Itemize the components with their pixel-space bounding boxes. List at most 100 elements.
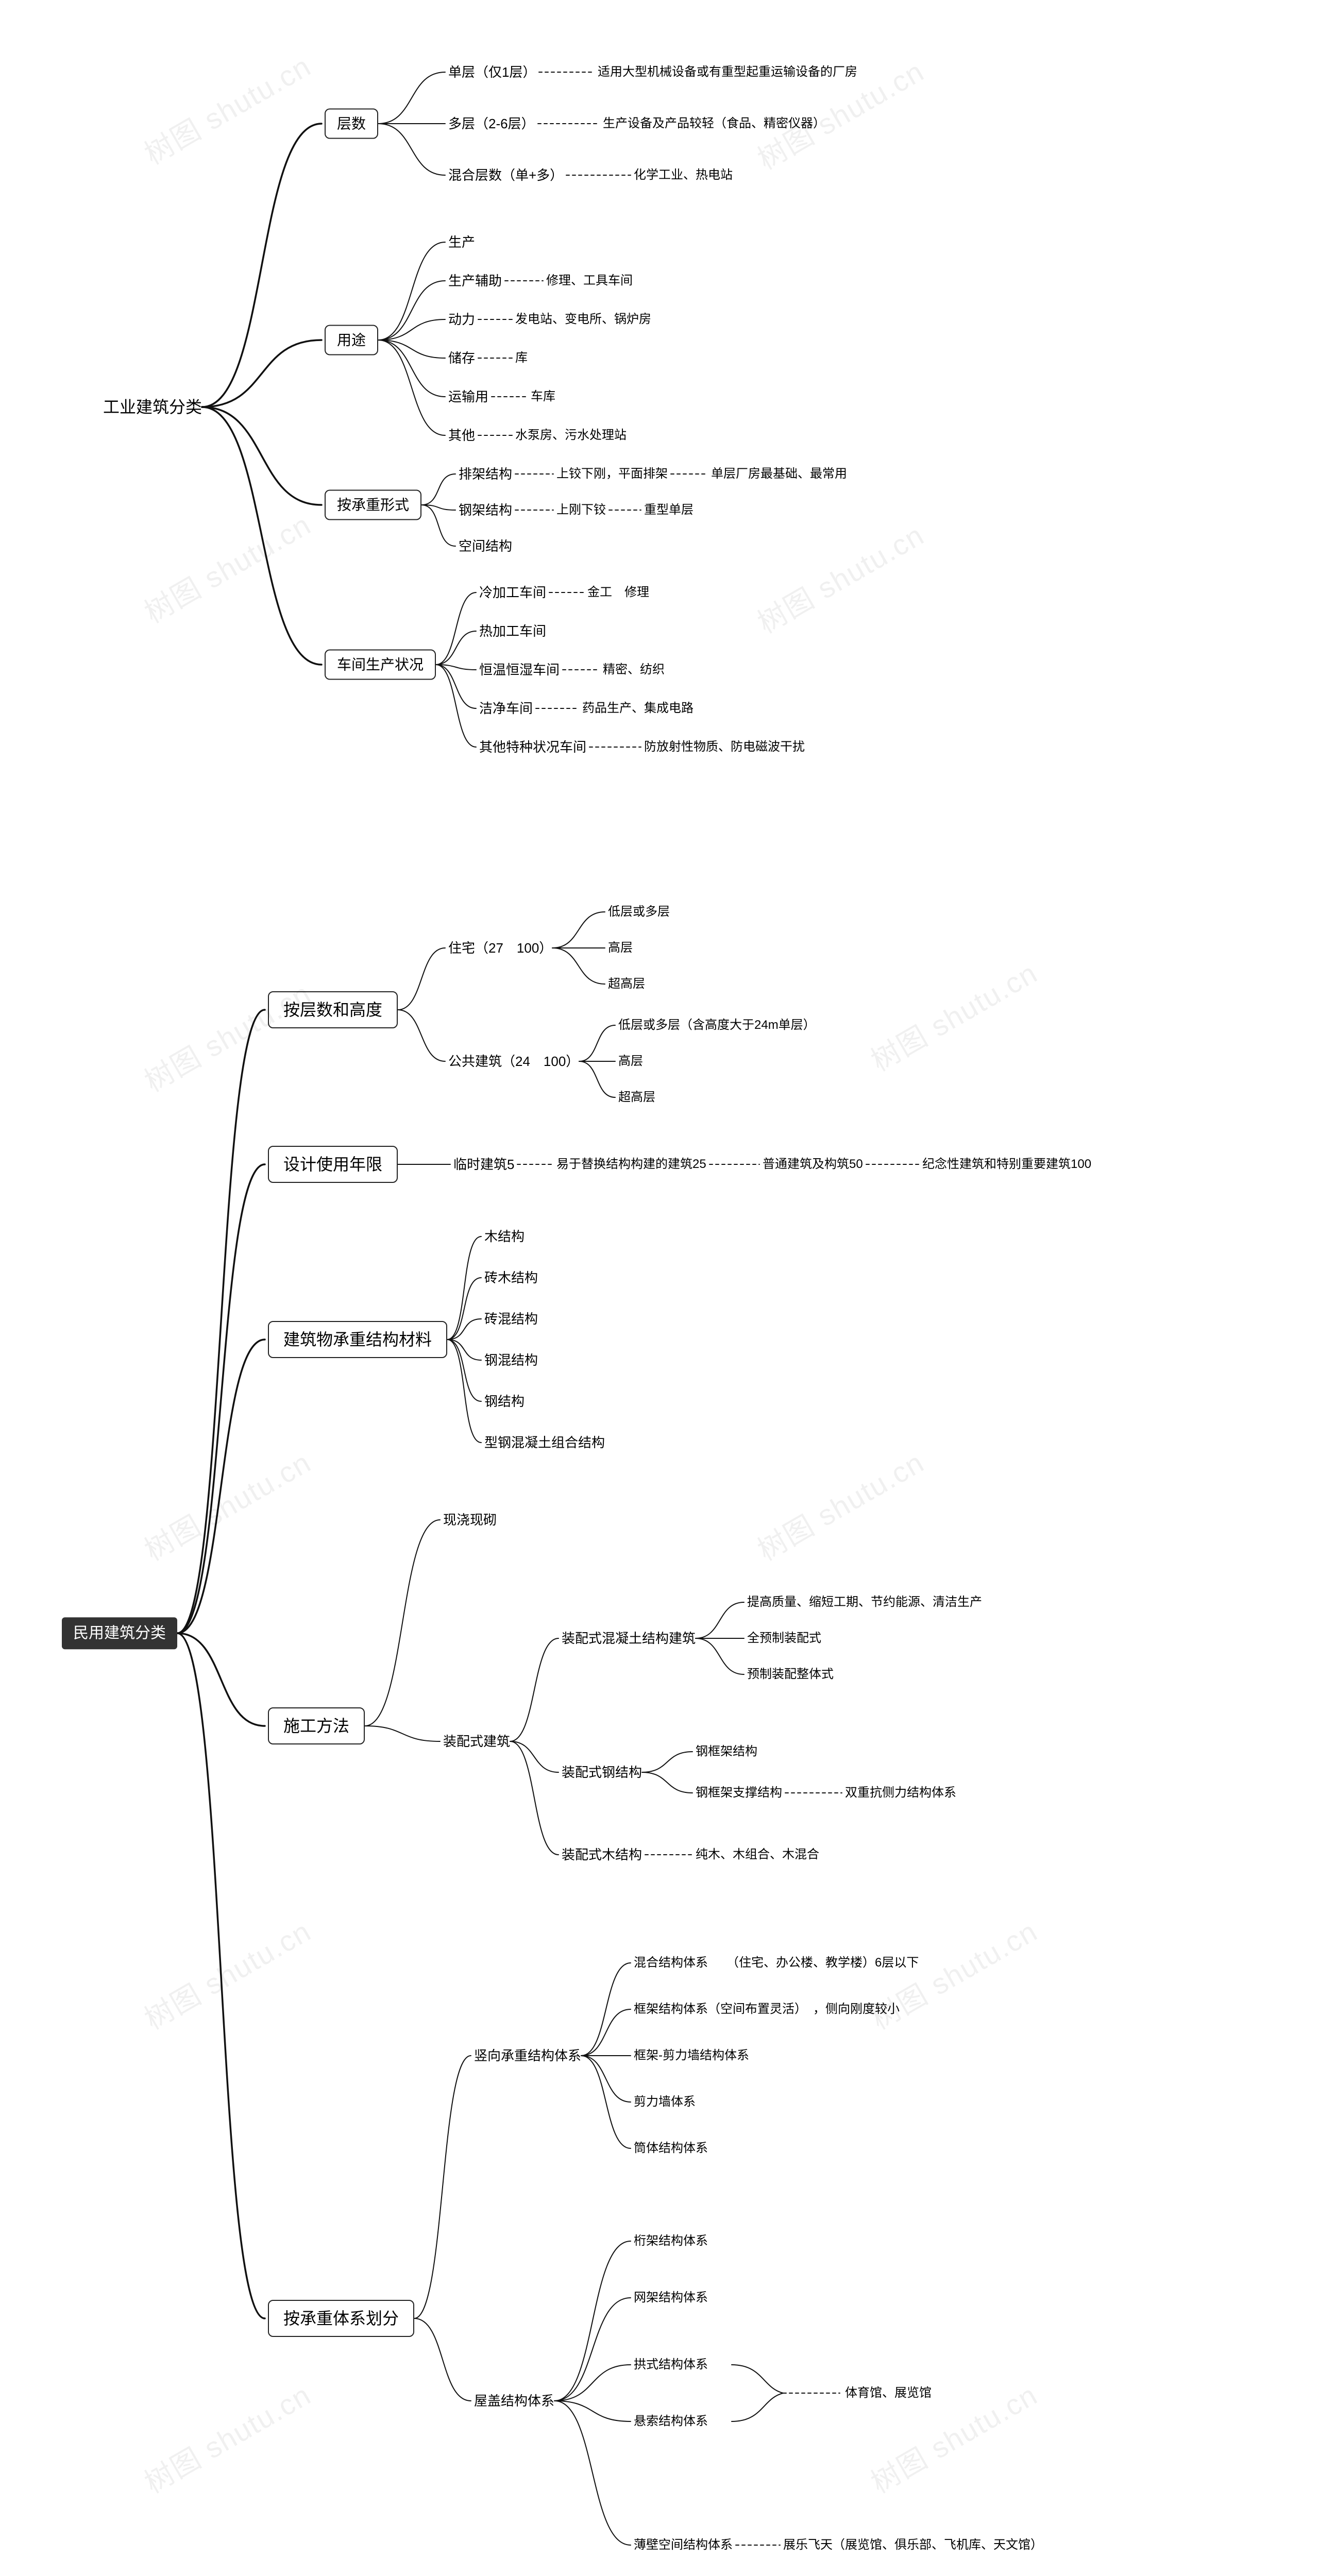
node-m4b3a: 纯木、木组合、木混合 xyxy=(696,1847,819,1862)
edge-r2-m1 xyxy=(177,1010,265,1633)
edge-m3-m3d xyxy=(447,1340,481,1360)
edge-b3-t3c xyxy=(421,505,455,546)
edge-m1a-m1a1 xyxy=(552,912,605,948)
edge-r1-b2 xyxy=(202,340,322,407)
node-m2c: 普通建筑及构筑50 xyxy=(763,1157,863,1172)
node-t1a2: 适用大型机械设备或有重型起重运输设备的厂房 xyxy=(598,64,857,80)
node-t3b2: 上刚下铰 xyxy=(556,502,606,518)
node-m4b2a: 钢框架结构 xyxy=(696,1744,757,1759)
watermark: 树图 shutu.cn xyxy=(136,971,317,1100)
edge-b1-t1c xyxy=(378,124,445,175)
node-m5b: 屋盖结构体系 xyxy=(474,2393,554,2410)
edge-r2-m4 xyxy=(177,1633,265,1726)
edge-m3-m3c xyxy=(447,1319,481,1340)
node-t4a: 冷加工车间 xyxy=(479,584,546,601)
node-m1a2: 高层 xyxy=(608,940,633,956)
edge-b4-t4c xyxy=(436,665,476,670)
edge-m4b1-m4b1a xyxy=(696,1602,744,1638)
mindmap-canvas: 工业建筑分类层数用途按承重形式车间生产状况单层（仅1层）适用大型机械设备或有重型… xyxy=(0,0,1319,2576)
node-t3a3: 单层厂房最基础、最常用 xyxy=(711,466,847,482)
node-t2e: 运输用 xyxy=(448,388,488,405)
edge-m1b-m1b1 xyxy=(579,1025,615,1061)
node-m3: 建筑物承重结构材料 xyxy=(268,1321,447,1358)
watermark: 树图 shutu.cn xyxy=(136,1440,317,1569)
edge-b4-t4a xyxy=(436,592,476,665)
edge-r2-m5 xyxy=(177,1633,265,2318)
node-m2: 设计使用年限 xyxy=(268,1146,398,1183)
edge-b3-t3b xyxy=(421,505,455,510)
node-t1b2: 生产设备及产品较轻（食品、精密仪器） xyxy=(603,116,825,131)
edge-m4b-m4b1 xyxy=(510,1638,559,1741)
node-m1b1: 低层或多层（含高度大于24m单层） xyxy=(618,1018,816,1033)
node-t3b3: 重型单层 xyxy=(644,502,694,518)
se-m5b34 xyxy=(732,2365,783,2421)
node-b3: 按承重形式 xyxy=(325,490,421,520)
edge-m5-m5a xyxy=(414,2056,471,2318)
edge-m1-m1a xyxy=(398,948,445,1010)
node-t2c: 动力 xyxy=(448,311,475,328)
edge-m4-m4b xyxy=(365,1726,440,1741)
edge-m4b2-m4b2a xyxy=(642,1752,692,1772)
watermark: 树图 shutu.cn xyxy=(862,951,1044,1080)
node-m5a1: 混合结构体系 （住宅、办公楼、教学楼）6层以下 xyxy=(634,1955,919,1971)
node-t4c2: 精密、纺织 xyxy=(603,662,665,677)
node-m4b1a: 提高质量、缩短工期、节约能源、清洁生产 xyxy=(747,1595,982,1610)
edge-m1-m1b xyxy=(398,1010,445,1061)
node-m2d: 纪念性建筑和特别重要建筑100 xyxy=(922,1157,1091,1172)
watermark: 树图 shutu.cn xyxy=(136,2372,317,2502)
node-m3d: 钢混结构 xyxy=(484,1352,538,1369)
watermark: 树图 shutu.cn xyxy=(136,1909,317,2038)
node-m4b3: 装配式木结构 xyxy=(562,1846,642,1863)
edge-m5-m5b xyxy=(414,2318,471,2401)
node-t1a: 单层（仅1层） xyxy=(448,64,536,81)
node-m5b5a: 展乐飞天（展览馆、俱乐部、飞机库、天文馆） xyxy=(783,2537,1043,2553)
node-m4b1b: 全预制装配式 xyxy=(747,1631,821,1646)
edge-r2-m2 xyxy=(177,1164,265,1633)
edge-m4b-m4b3 xyxy=(510,1741,559,1855)
edge-m5b-m5b2 xyxy=(554,2298,631,2401)
edge-m5b-m5b5 xyxy=(554,2401,631,2545)
node-m2b: 易于替换结构构建的建筑25 xyxy=(556,1157,706,1172)
node-t2f2: 水泵房、污水处理站 xyxy=(515,428,627,443)
node-m5b3: 拱式结构体系 xyxy=(634,2357,708,2372)
edge-m4b1-m4b1c xyxy=(696,1638,744,1674)
node-t2f: 其他 xyxy=(448,427,475,444)
node-t1c2: 化学工业、热电站 xyxy=(634,167,733,183)
edge-m1a-m1a3 xyxy=(552,948,605,984)
node-m3a: 木结构 xyxy=(484,1228,525,1245)
edge-m5a-m5a1 xyxy=(581,1963,631,2056)
node-m5a4: 剪力墙体系 xyxy=(634,2094,696,2110)
watermark: 树图 shutu.cn xyxy=(749,1440,931,1569)
node-t4d2: 药品生产、集成电路 xyxy=(582,701,694,716)
edge-m5a-m5a5 xyxy=(581,2056,631,2148)
edge-m4b2-m4b2b xyxy=(642,1772,692,1793)
edge-b2-t2a xyxy=(378,242,445,340)
edge-b2-t2b xyxy=(378,281,445,340)
edge-b4-t4e xyxy=(436,665,476,747)
edge-b2-t2c xyxy=(378,319,445,340)
node-t3b: 钢架结构 xyxy=(459,502,512,519)
edge-m5a-m5a4 xyxy=(581,2056,631,2102)
node-t4e2: 防放射性物质、防电磁波干扰 xyxy=(644,739,805,755)
node-m1a1: 低层或多层 xyxy=(608,904,670,920)
edge-m3-m3b xyxy=(447,1278,481,1340)
node-t2b: 生产辅助 xyxy=(448,273,502,290)
edge-r2-m3 xyxy=(177,1340,265,1633)
node-t2a: 生产 xyxy=(448,234,475,251)
edge-r1-b1 xyxy=(202,124,322,407)
node-m4a: 现浇现砌 xyxy=(443,1512,497,1529)
node-m5b5: 薄壁空间结构体系 xyxy=(634,2537,733,2553)
node-m4b2: 装配式钢结构 xyxy=(562,1764,642,1781)
edge-m1b-m1b3 xyxy=(579,1061,615,1097)
node-t4c: 恒温恒湿车间 xyxy=(479,662,560,679)
edge-m5b-m5b3 xyxy=(554,2365,631,2401)
node-r1: 工业建筑分类 xyxy=(103,397,202,417)
node-t1c: 混合层数（单+多） xyxy=(448,167,563,184)
node-m2a: 临时建筑5 xyxy=(453,1156,514,1173)
node-t3c: 空间结构 xyxy=(459,538,512,555)
edge-m4b-m4b2 xyxy=(510,1741,559,1772)
node-t2b2: 修理、工具车间 xyxy=(546,273,633,289)
node-m1a3: 超高层 xyxy=(608,976,645,992)
node-r2: 民用建筑分类 xyxy=(62,1617,177,1649)
watermark: 树图 shutu.cn xyxy=(749,513,931,642)
